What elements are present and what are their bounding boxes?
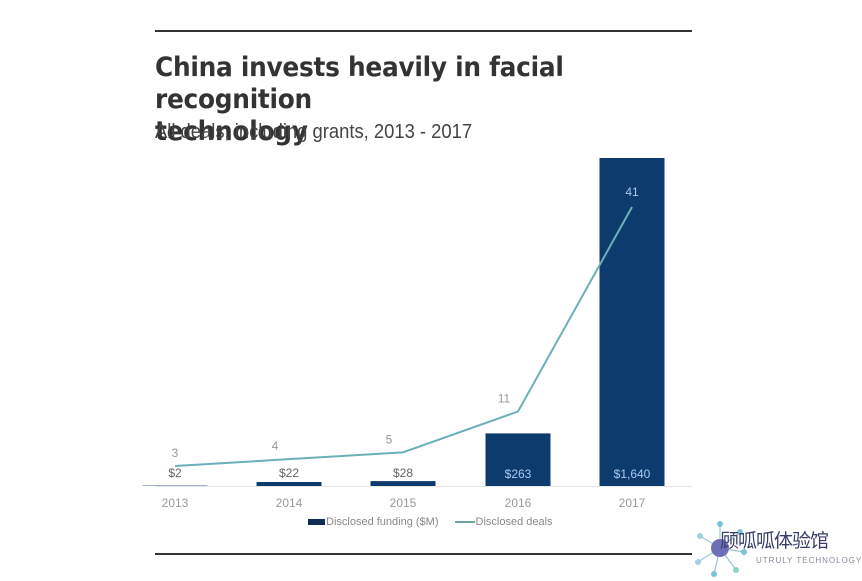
legend-item-deals: Disclosed deals (454, 516, 553, 528)
funding-label: $2 (168, 466, 182, 480)
deals-label: 11 (498, 391, 511, 405)
title-line-1: China invests heavily in facial recognit… (155, 52, 564, 115)
x-axis-labels: 2013 2014 2015 2016 2017 (162, 496, 646, 510)
funding-label: $1,640 (614, 467, 651, 481)
deals-line (174, 206, 633, 467)
x-tick-2017: 2017 (619, 496, 646, 510)
bar-swatch-icon (308, 519, 325, 525)
chart-subtitle: All deals, including grants, 2013 - 2017 (155, 121, 473, 143)
funding-bar-2017 (599, 158, 665, 486)
deals-label: 4 (272, 439, 279, 453)
x-tick-2016: 2016 (505, 496, 532, 510)
x-tick-2014: 2014 (276, 496, 303, 510)
deals-label: 3 (172, 446, 179, 460)
deals-label: 41 (625, 185, 639, 199)
watermark: 顾呱呱体验馆 UTRULY TECHNOLOGY (690, 518, 862, 578)
molecule-logo-icon (695, 521, 747, 577)
funding-label: $263 (505, 467, 532, 481)
data-labels: $2 3 $224 $28 5 $263 11 $1,640 41 (168, 185, 650, 481)
legend-funding-label: Disclosed funding ($M) (326, 516, 439, 528)
legend-deals-label: Disclosed deals (475, 516, 553, 528)
funding-bar-2015 (370, 481, 436, 486)
funding-bar-2014 (256, 482, 322, 486)
line-swatch-icon (454, 521, 475, 523)
x-tick-2015: 2015 (390, 496, 417, 510)
funding-bars (142, 158, 665, 486)
title-line-2: technology (155, 116, 308, 147)
funding-label: $28 (393, 466, 413, 480)
legend: Disclosed funding ($M) Disclosed deals (308, 516, 569, 528)
funding-label: $22 (279, 466, 299, 480)
top-rule (155, 30, 692, 32)
bottom-rule (155, 553, 692, 555)
legend-item-funding: Disclosed funding ($M) (308, 516, 439, 528)
funding-bar-2016 (485, 433, 551, 486)
chart-title: China invests heavily in facial recognit… (155, 52, 652, 148)
watermark-subtext: UTRULY TECHNOLOGY (756, 556, 862, 565)
x-tick-2013: 2013 (162, 496, 189, 510)
watermark-text: 顾呱呱体验馆 (720, 530, 829, 552)
deals-label: 5 (386, 432, 393, 446)
